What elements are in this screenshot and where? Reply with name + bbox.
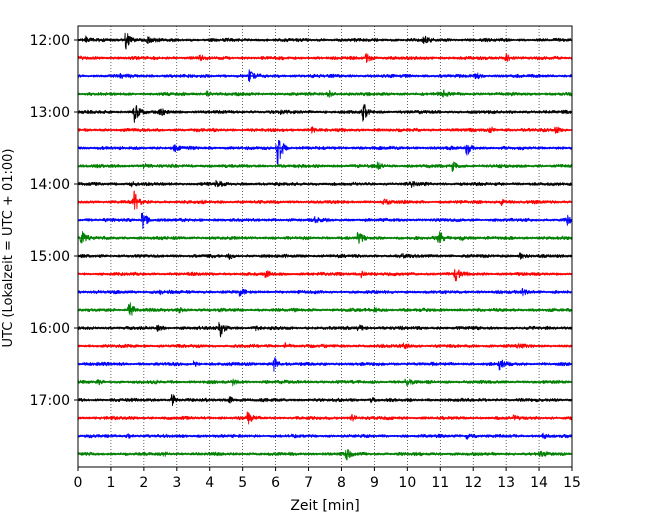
x-tick-label-1: 1 <box>106 475 115 491</box>
x-tick-label-6: 6 <box>271 475 280 491</box>
x-tick-label-13: 13 <box>497 475 515 491</box>
x-tick-label-11: 11 <box>431 475 449 491</box>
x-tick-label-4: 4 <box>205 475 214 491</box>
x-tick-label-3: 3 <box>172 475 181 491</box>
x-tick-label-12: 12 <box>464 475 482 491</box>
y-tick-label-2: 14:00 <box>30 177 70 193</box>
x-tick-label-8: 8 <box>337 475 346 491</box>
x-tick-label-9: 9 <box>370 475 379 491</box>
x-tick-label-2: 2 <box>139 475 148 491</box>
x-tick-label-7: 7 <box>304 475 313 491</box>
y-tick-label-5: 17:00 <box>30 393 70 409</box>
x-tick-label-15: 15 <box>563 475 581 491</box>
y-tick-label-0: 12:00 <box>30 33 70 49</box>
x-axis-label: Zeit [min] <box>290 498 359 514</box>
plot-frame <box>77 25 573 468</box>
x-tick-label-0: 0 <box>74 475 83 491</box>
x-axis: 0 1 2 3 4 5 6 7 8 9 10 11 12 13 14 15 <box>74 467 581 491</box>
trace-line-5 <box>77 126 573 134</box>
y-tick-label-4: 16:00 <box>30 321 70 337</box>
y-axis: 12:00 13:00 14:00 15:00 16:00 17:00 <box>30 33 78 409</box>
x-tick-label-5: 5 <box>238 475 247 491</box>
y-tick-label-1: 13:00 <box>30 105 70 121</box>
plot-background <box>78 26 572 467</box>
y-axis-label: UTC (Lokalzeit = UTC + 01:00) <box>1 149 16 348</box>
y-tick-label-3: 15:00 <box>30 249 70 265</box>
x-tick-label-14: 14 <box>530 475 548 491</box>
seismic-traces <box>77 32 573 461</box>
trace-line-16 <box>77 321 573 338</box>
x-tick-label-10: 10 <box>398 475 416 491</box>
